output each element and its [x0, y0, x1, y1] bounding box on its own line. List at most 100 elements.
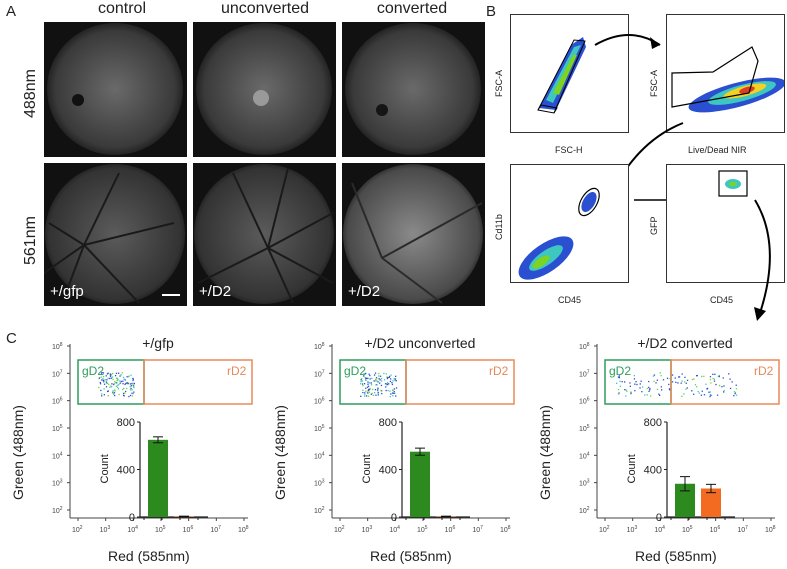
scatter-point [721, 386, 723, 388]
scatter-point [693, 393, 695, 395]
scatter-point [106, 379, 108, 381]
scale-bar [162, 294, 180, 296]
scatter-point [105, 381, 107, 383]
flow-x-tick-label: 105 [417, 525, 428, 534]
scatter-point [128, 395, 130, 398]
scatter-point [364, 392, 366, 394]
scatter-point [710, 394, 712, 396]
scatter-point [387, 382, 389, 384]
scatter-point [365, 387, 367, 389]
scatter-point [385, 386, 387, 388]
panel-c-letter: C [6, 330, 17, 347]
scatter-point [369, 387, 371, 390]
scatter-point [101, 393, 103, 395]
scatter-point [630, 391, 632, 393]
facs-plot-cd11b-cd45 [510, 164, 629, 283]
scatter-point [686, 379, 689, 381]
scatter-point [99, 381, 101, 384]
scatter-point [373, 374, 376, 376]
scatter-point [101, 372, 103, 374]
scatter-point [130, 385, 133, 387]
scatter-point [650, 395, 652, 397]
scatter-point [684, 381, 686, 383]
scatter-point [378, 372, 380, 375]
scatter-point [383, 372, 385, 375]
scatter-point [385, 373, 387, 375]
scatter-point [109, 374, 112, 376]
scatter-point [105, 386, 108, 388]
flow-x-tick-label: 107 [737, 525, 748, 534]
scatter-point [107, 390, 109, 393]
flow-y-tick-label: 106 [314, 397, 325, 406]
scatter-point [112, 372, 114, 375]
scatter-point [115, 382, 118, 384]
panel-a-letter: A [6, 3, 17, 20]
scatter-point [123, 394, 125, 397]
column-title-converted: converted [376, 0, 448, 17]
scatter-point [389, 390, 391, 392]
scatter-point [366, 377, 368, 379]
scatter-point [698, 392, 700, 394]
scatter-point [379, 375, 382, 377]
scatter-point [715, 383, 717, 386]
scatter-point [129, 386, 131, 388]
scatter-point [683, 393, 685, 395]
scatter-point [388, 383, 390, 385]
scatter-point [102, 378, 104, 380]
scatter-point [107, 377, 109, 379]
scatter-point [119, 380, 121, 382]
scatter-point [380, 389, 382, 392]
scatter-point [123, 387, 125, 390]
scatter-point [386, 376, 388, 378]
flow-x-tick-label: 106 [183, 525, 194, 534]
scatter-point [706, 388, 708, 390]
arrow-4 [754, 199, 771, 321]
flow-x-tick-label: 103 [627, 525, 638, 534]
scatter-point [635, 381, 637, 383]
flow-y-tick-label: 105 [579, 424, 590, 433]
scatter-point [391, 392, 394, 394]
scatter-point [653, 380, 655, 382]
scatter-point [734, 393, 736, 395]
flow-x-tick-label: 104 [389, 525, 400, 534]
scatter-point [110, 374, 112, 376]
scatter-point [113, 383, 115, 386]
scatter-point [377, 389, 379, 392]
scatter-point [109, 375, 112, 377]
scatter-point [377, 389, 379, 391]
scatter-point [133, 385, 135, 387]
scatter-point [360, 383, 362, 385]
scatter-point [103, 383, 106, 385]
gate-rd2-label: rD2 [754, 364, 774, 378]
flow-y-tick-label: 106 [52, 397, 63, 406]
scatter-point [129, 389, 132, 391]
facs-plot-fsc [510, 14, 629, 133]
scatter-point [395, 380, 397, 382]
scatter-point [129, 383, 132, 385]
scatter-point [380, 384, 383, 387]
sample-label-d2-converted: +/D2 [348, 283, 381, 300]
scatter-point [700, 394, 702, 396]
scatter-point [100, 389, 102, 392]
scatter-point [373, 380, 375, 382]
inset-y-tick-label: 800 [644, 417, 662, 429]
scatter-point [364, 393, 366, 396]
scatter-point [633, 378, 636, 380]
scatter-point [368, 373, 370, 375]
scatter-point [709, 395, 711, 398]
scatter-point [390, 393, 392, 395]
flow-y-tick-label: 102 [314, 506, 325, 515]
scatter-point [640, 380, 642, 382]
scatter-point [375, 384, 377, 386]
scatter-point [370, 384, 373, 386]
axis-label-fsc-h: FSC-H [555, 145, 583, 155]
flow-plot-xlabel: Red (585nm) [108, 548, 190, 564]
scatter-point [114, 375, 117, 377]
inset-y-tick-label: 400 [117, 465, 135, 477]
scatter-point [693, 378, 695, 380]
scatter-point [131, 392, 133, 394]
flow-x-tick-label: 104 [127, 525, 138, 534]
scatter-point [102, 372, 105, 374]
scatter-point [393, 391, 395, 393]
scatter-point [668, 383, 670, 386]
